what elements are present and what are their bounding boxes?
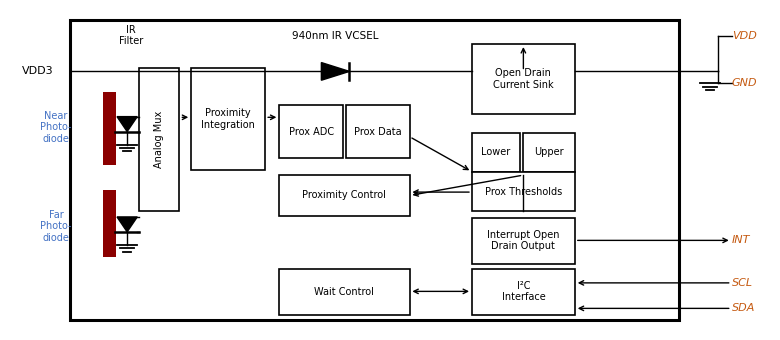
Text: I²C
Interface: I²C Interface [502,281,545,302]
Text: 940nm IR VCSEL: 940nm IR VCSEL [292,31,379,41]
Text: Proximity Control: Proximity Control [303,190,386,201]
Text: INT: INT [732,235,750,245]
Polygon shape [117,217,137,232]
Text: SDA: SDA [732,303,755,313]
Text: Lower: Lower [481,147,511,157]
FancyBboxPatch shape [472,218,575,264]
Polygon shape [117,117,137,132]
FancyBboxPatch shape [472,44,575,114]
Polygon shape [321,63,349,80]
Text: IR
Filter: IR Filter [119,25,143,47]
Text: Prox Thresholds: Prox Thresholds [484,187,562,197]
Text: Far
Photo-
diode: Far Photo- diode [41,209,72,243]
Text: Analog Mux: Analog Mux [154,111,164,168]
Text: Prox ADC: Prox ADC [289,127,334,137]
Text: Wait Control: Wait Control [314,287,374,296]
FancyBboxPatch shape [139,68,179,211]
FancyBboxPatch shape [279,269,410,314]
Text: Near
Photo-
diode: Near Photo- diode [41,111,72,144]
FancyBboxPatch shape [103,190,116,257]
FancyBboxPatch shape [472,133,520,172]
Text: SCL: SCL [732,278,753,288]
FancyBboxPatch shape [523,133,575,172]
Text: Prox Data: Prox Data [353,127,402,137]
Text: VDD: VDD [732,31,757,41]
Text: VDD3: VDD3 [22,66,54,76]
Text: Upper: Upper [534,147,563,157]
FancyBboxPatch shape [191,68,265,170]
Text: Interrupt Open
Drain Output: Interrupt Open Drain Output [488,230,559,251]
FancyBboxPatch shape [279,175,410,216]
FancyBboxPatch shape [472,172,575,211]
FancyBboxPatch shape [346,105,410,158]
FancyBboxPatch shape [279,105,343,158]
Text: Proximity
Integration: Proximity Integration [201,108,255,130]
FancyBboxPatch shape [472,269,575,314]
FancyBboxPatch shape [70,20,679,320]
Text: Open Drain
Current Sink: Open Drain Current Sink [493,68,554,90]
FancyBboxPatch shape [103,92,116,165]
Text: GND: GND [732,78,757,88]
